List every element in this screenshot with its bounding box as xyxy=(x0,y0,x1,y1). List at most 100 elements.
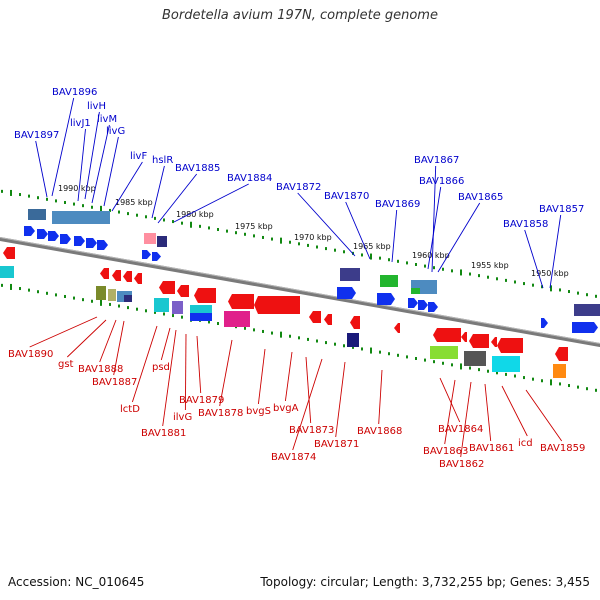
scale-label: 1975 kbp xyxy=(235,222,273,231)
reverse-gene-arrow xyxy=(555,347,568,361)
tick-mark xyxy=(433,266,435,270)
tick-mark xyxy=(253,328,255,332)
lower-leader-lines xyxy=(29,316,563,458)
leader-line-bottom xyxy=(484,383,492,442)
tick-mark xyxy=(433,360,435,364)
tick-mark xyxy=(1,189,3,193)
tick-mark xyxy=(181,221,183,225)
tick-mark xyxy=(379,256,381,260)
tick-mark xyxy=(181,315,183,319)
gene-label-bottom: gst xyxy=(58,359,74,370)
gene-label-bottom: BAV1863 xyxy=(423,446,468,457)
reverse-gene-arrow xyxy=(134,273,142,284)
gene-label-top: livF xyxy=(130,151,147,162)
tick-mark xyxy=(145,215,147,219)
forward-gene-box xyxy=(0,266,14,278)
tick-mark xyxy=(154,310,156,314)
tick-mark xyxy=(568,384,570,388)
tick-mark xyxy=(379,350,381,354)
tick-mark xyxy=(307,337,309,341)
genome-backbone-highlight xyxy=(0,237,600,344)
tick-mark xyxy=(370,253,372,260)
leader-line-bottom xyxy=(378,369,383,425)
reverse-gene-arrow xyxy=(112,270,121,281)
reverse-gene-arrow xyxy=(159,281,175,294)
leader-line-top xyxy=(524,229,544,289)
tick-mark xyxy=(100,205,102,212)
tick-mark xyxy=(415,356,417,360)
tick-mark xyxy=(361,253,363,257)
tick-mark xyxy=(451,269,453,273)
leader-line-bottom xyxy=(525,389,563,442)
tick-mark xyxy=(172,314,174,318)
reverse-gene-arrow xyxy=(469,334,489,348)
reverse-gene-box xyxy=(430,346,458,359)
gene-label-top: BAV1857 xyxy=(539,204,584,215)
tick-mark xyxy=(28,288,30,292)
tick-mark xyxy=(271,237,273,241)
gene-label-top: BAV1896 xyxy=(52,87,97,98)
reverse-gene-arrow xyxy=(177,285,189,297)
leader-line-bottom xyxy=(219,339,233,407)
tick-mark xyxy=(325,341,327,345)
forward-gene-arrow xyxy=(337,287,356,299)
forward-gene-arrow xyxy=(152,252,161,261)
genome-backbone xyxy=(0,237,600,347)
gene-label-top: BAV1897 xyxy=(14,130,59,141)
gene-label-top: hslR xyxy=(152,155,173,166)
forward-gene-arrow xyxy=(377,293,395,305)
tick-mark xyxy=(523,376,525,380)
reverse-gene-arrow xyxy=(123,271,132,282)
leader-line-top xyxy=(437,202,481,273)
leader-line-bottom xyxy=(444,379,456,445)
tick-mark xyxy=(316,339,318,343)
tick-mark xyxy=(109,208,111,212)
reverse-gene-box xyxy=(172,301,183,314)
leader-line-top xyxy=(173,183,249,223)
gene-label-bottom: BAV1861 xyxy=(469,443,514,454)
tick-mark xyxy=(559,382,561,386)
gene-label-top: BAV1867 xyxy=(414,155,459,166)
reverse-gene-box xyxy=(553,364,566,378)
tick-mark xyxy=(91,205,93,209)
tick-mark xyxy=(532,377,534,381)
reverse-gene-box xyxy=(492,356,520,372)
leader-line-top xyxy=(103,136,119,207)
gene-label-top: BAV1866 xyxy=(419,176,464,187)
tick-mark xyxy=(406,261,408,265)
tick-mark xyxy=(10,189,12,196)
tick-mark xyxy=(19,193,21,197)
leader-line-bottom xyxy=(99,319,117,363)
scale-label: 1965 kbp xyxy=(353,242,391,251)
scale-label: 1980 kbp xyxy=(176,210,214,219)
forward-gene-box xyxy=(52,211,110,224)
tick-mark xyxy=(505,372,507,376)
tick-mark xyxy=(568,290,570,294)
tick-mark xyxy=(208,320,210,324)
tick-mark xyxy=(1,283,3,287)
tick-mark xyxy=(172,220,174,224)
tick-mark xyxy=(19,287,21,291)
reverse-gene-box xyxy=(347,333,359,347)
leader-line-top xyxy=(77,128,86,202)
leader-line-bottom xyxy=(131,325,158,403)
tick-mark xyxy=(460,363,462,370)
tick-mark xyxy=(352,345,354,349)
forward-gene-arrow xyxy=(541,318,548,328)
scale-label: 1955 kbp xyxy=(471,261,509,270)
reverse-gene-arrow xyxy=(497,338,523,353)
gene-label-bottom: BAV1887 xyxy=(92,377,137,388)
leader-line-bottom xyxy=(29,316,98,348)
gene-label-bottom: ilvG xyxy=(173,412,192,423)
tick-mark xyxy=(532,283,534,287)
tick-mark xyxy=(514,280,516,284)
tick-mark xyxy=(496,371,498,375)
tick-mark xyxy=(505,278,507,282)
tick-mark xyxy=(28,194,30,198)
tick-mark xyxy=(415,262,417,266)
tick-mark xyxy=(154,216,156,220)
tick-mark xyxy=(442,361,444,365)
leader-line-bottom xyxy=(257,348,266,405)
tick-mark xyxy=(271,331,273,335)
reverse-gene-box xyxy=(224,311,250,327)
